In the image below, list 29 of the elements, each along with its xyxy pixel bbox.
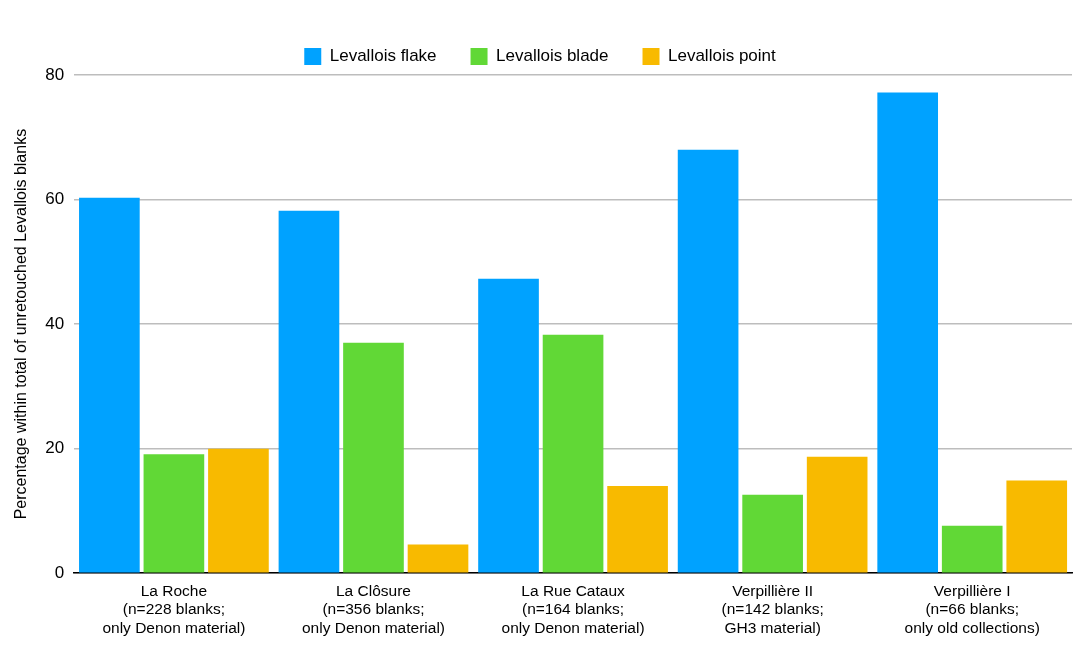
y-tick-label: 80 bbox=[45, 64, 65, 84]
y-axis-title: Percentage within total of unretouched Levallois blanks bbox=[12, 128, 30, 520]
bar bbox=[542, 334, 604, 573]
bar bbox=[806, 456, 868, 573]
bar bbox=[407, 544, 469, 573]
y-tick-label: 60 bbox=[45, 189, 65, 209]
bar bbox=[278, 210, 340, 573]
bar bbox=[478, 278, 539, 573]
legend-label: Levallois point bbox=[668, 46, 777, 66]
legend-label: Levallois flake bbox=[329, 46, 437, 66]
y-tick-label: 40 bbox=[45, 313, 65, 333]
x-tick-label: Verpillière I (n=66 blanks; only old collections) bbox=[904, 581, 1040, 636]
x-tick-label: La Rue Cataux (n=164 blanks; only Denon material) bbox=[501, 581, 645, 636]
bar bbox=[343, 342, 404, 573]
bar bbox=[1006, 480, 1068, 573]
bar bbox=[677, 149, 739, 573]
bar bbox=[79, 197, 140, 573]
bar bbox=[742, 494, 803, 573]
bar bbox=[607, 486, 668, 573]
x-tick-label: La Roche (n=228 blanks; only Denon material) bbox=[102, 581, 246, 636]
y-tick-label: 0 bbox=[54, 562, 65, 582]
x-tick-label: La Clôsure (n=356 blanks; only Denon material) bbox=[301, 581, 445, 636]
bar bbox=[877, 92, 939, 573]
y-tick-label: 20 bbox=[45, 438, 65, 458]
bar bbox=[941, 525, 1003, 573]
bar bbox=[143, 454, 205, 573]
bar bbox=[208, 448, 269, 573]
legend-label: Levallois blade bbox=[496, 46, 609, 66]
x-tick-label: Verpillière II (n=142 blanks; GH3 material) bbox=[721, 581, 824, 636]
